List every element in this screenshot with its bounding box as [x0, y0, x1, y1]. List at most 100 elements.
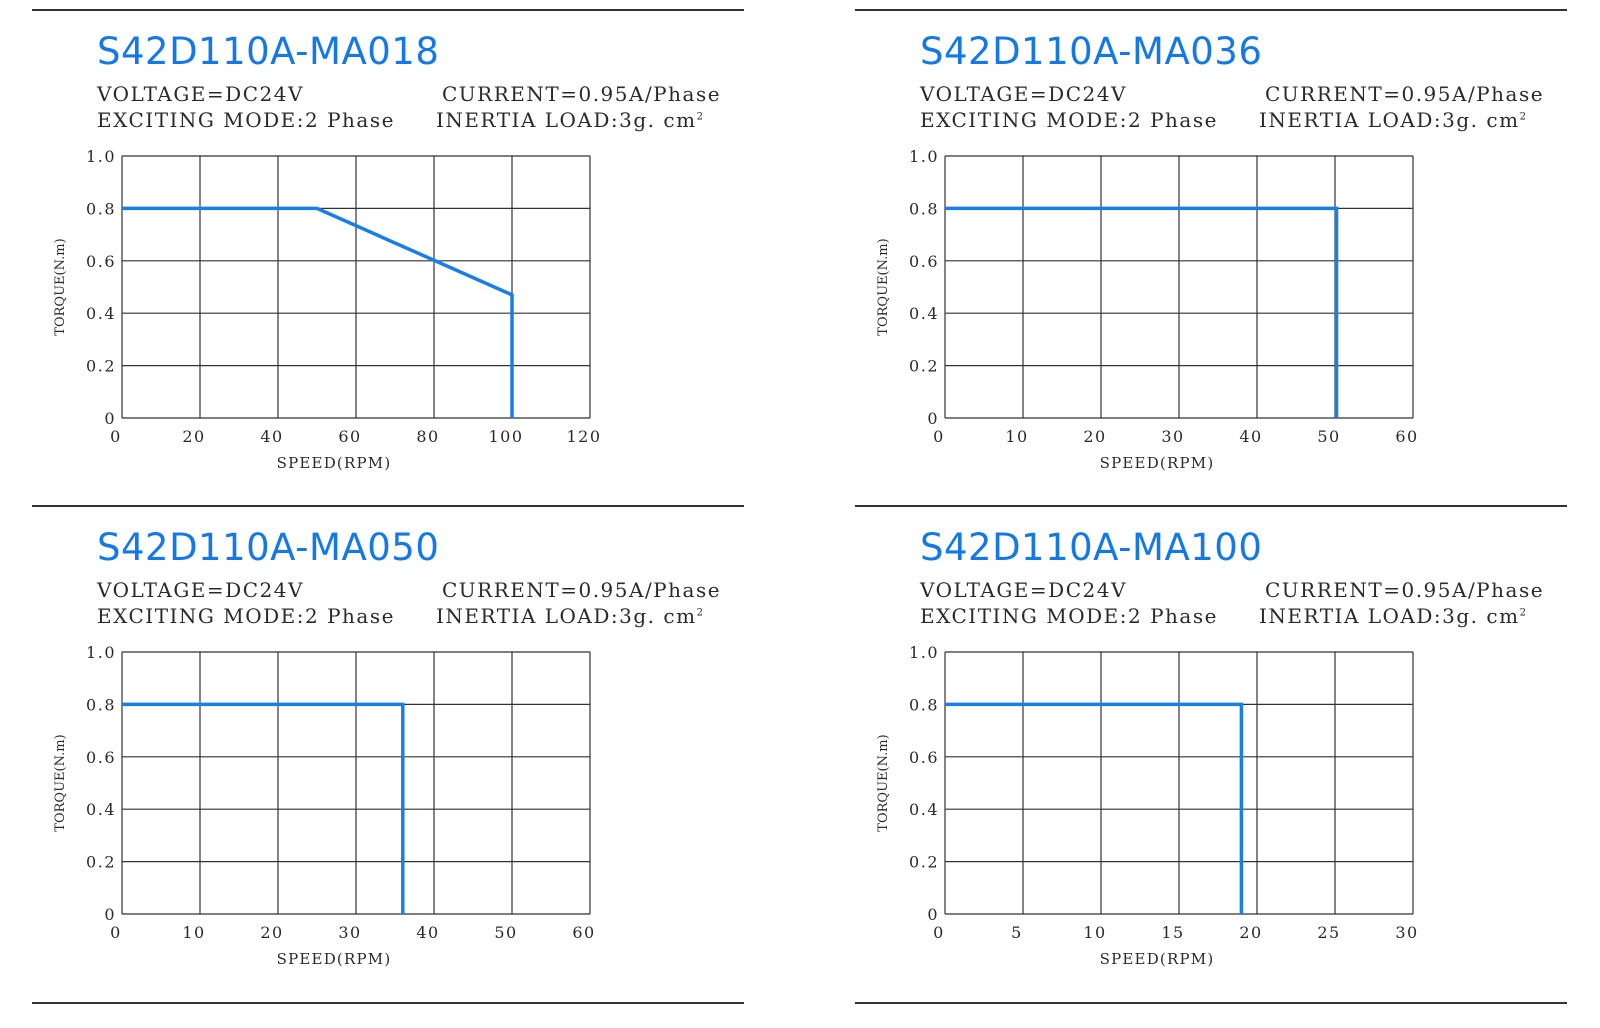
- y-tick-label: 0.8: [909, 695, 939, 714]
- inertia-load-superscript: 2: [1519, 607, 1528, 619]
- y-tick-label: 0: [104, 905, 116, 924]
- current-spec: CURRENT=0.95A/Phase: [1265, 82, 1545, 106]
- current-spec: CURRENT=0.95A/Phase: [442, 82, 722, 106]
- inertia-load-spec: INERTIA LOAD:3g. cm2: [1259, 604, 1527, 628]
- x-tick-label: 20: [182, 427, 205, 446]
- y-tick-label: 0.8: [86, 695, 116, 714]
- x-tick-label: 0: [933, 427, 945, 446]
- torque-curve-line: [122, 206, 514, 418]
- inertia-load-text: INERTIA LOAD:3g. cm: [436, 108, 697, 132]
- x-tick-label: 0: [110, 923, 122, 942]
- x-tick-label: 10: [1005, 427, 1028, 446]
- model-title: S42D110A-MA100: [920, 526, 1263, 569]
- torque-curve-line: [122, 702, 405, 914]
- x-tick-label: 60: [338, 427, 361, 446]
- y-tick-label: 0.2: [909, 357, 939, 376]
- chart-panel-ma036: S42D110A-MA036 VOLTAGE=DC24V CURRENT=0.9…: [855, 20, 1600, 490]
- chart-panel-ma050: S42D110A-MA050 VOLTAGE=DC24V CURRENT=0.9…: [32, 516, 792, 986]
- torque-speed-chart: 0 5 10 15 20 25 30 0 0.2 0.4 0.6 0.8 1.0 SPEED(RPM) TO…: [876, 646, 1418, 968]
- y-tick-label: 0: [104, 409, 116, 428]
- voltage-spec: VOLTAGE=DC24V: [920, 82, 1127, 106]
- y-axis-label: TORQUE(N.m): [876, 734, 891, 831]
- y-axis-label: TORQUE(N.m): [876, 238, 891, 335]
- y-tick-label: 0.4: [86, 800, 116, 819]
- y-tick-label: 1.0: [909, 150, 939, 166]
- y-tick-label: 0.4: [909, 800, 939, 819]
- x-tick-label: 5: [1011, 923, 1023, 942]
- x-tick-label: 20: [260, 923, 283, 942]
- x-tick-label: 30: [1161, 427, 1184, 446]
- y-tick-label: 0.4: [909, 304, 939, 323]
- y-tick-label: 0.4: [86, 304, 116, 323]
- x-tick-label: 80: [416, 427, 439, 446]
- exciting-mode-spec: EXCITING MODE:2 Phase: [97, 604, 395, 628]
- inertia-load-spec: INERTIA LOAD:3g. cm2: [436, 604, 704, 628]
- voltage-spec: VOLTAGE=DC24V: [97, 578, 304, 602]
- exciting-mode-spec: EXCITING MODE:2 Phase: [920, 108, 1218, 132]
- separator-rule: [855, 9, 1567, 11]
- separator-rule: [855, 1002, 1567, 1004]
- x-tick-label: 120: [566, 427, 601, 446]
- torque-curve-line: [945, 206, 1339, 418]
- current-spec: CURRENT=0.95A/Phase: [1265, 578, 1545, 602]
- x-tick-label: 40: [260, 427, 283, 446]
- x-tick-label: 10: [182, 923, 205, 942]
- y-tick-label: 0.6: [86, 748, 116, 767]
- x-tick-label: 50: [1317, 427, 1340, 446]
- x-tick-label: 15: [1161, 923, 1184, 942]
- exciting-mode-spec: EXCITING MODE:2 Phase: [97, 108, 395, 132]
- y-tick-label: 0.2: [86, 853, 116, 872]
- y-axis-label: TORQUE(N.m): [53, 734, 68, 831]
- inertia-load-spec: INERTIA LOAD:3g. cm2: [436, 108, 704, 132]
- inertia-load-superscript: 2: [696, 607, 705, 619]
- x-tick-label: 60: [572, 923, 595, 942]
- exciting-mode-spec: EXCITING MODE:2 Phase: [920, 604, 1218, 628]
- y-tick-label: 0.8: [909, 199, 939, 218]
- torque-curve-line: [945, 702, 1244, 914]
- y-axis-label: TORQUE(N.m): [53, 238, 68, 335]
- torque-speed-chart: 0 20 40 60 80 100 120 0 0.2 0.4 0.6 0.8 1.0 SPEED(RPM…: [53, 150, 601, 472]
- x-tick-label: 25: [1317, 923, 1340, 942]
- model-title: S42D110A-MA018: [97, 30, 440, 73]
- x-tick-label: 10: [1083, 923, 1106, 942]
- y-tick-label: 0.8: [86, 199, 116, 218]
- y-tick-label: 0.2: [909, 853, 939, 872]
- x-axis-label: SPEED(RPM): [277, 454, 392, 472]
- x-tick-label: 20: [1239, 923, 1262, 942]
- x-tick-label: 40: [1239, 427, 1262, 446]
- torque-speed-chart: 0 10 20 30 40 50 60 0 0.2 0.4 0.6 0.8 1.0 SPEED(RPM) T…: [53, 646, 595, 968]
- voltage-spec: VOLTAGE=DC24V: [920, 578, 1127, 602]
- inertia-load-superscript: 2: [696, 111, 705, 123]
- y-tick-label: 0.6: [86, 252, 116, 271]
- y-tick-label: 0.6: [909, 748, 939, 767]
- voltage-spec: VOLTAGE=DC24V: [97, 82, 304, 106]
- x-axis-label: SPEED(RPM): [277, 950, 392, 968]
- model-title: S42D110A-MA036: [920, 30, 1263, 73]
- x-tick-label: 50: [494, 923, 517, 942]
- separator-rule: [855, 505, 1567, 507]
- current-spec: CURRENT=0.95A/Phase: [442, 578, 722, 602]
- x-tick-label: 60: [1395, 427, 1418, 446]
- model-title: S42D110A-MA050: [97, 526, 440, 569]
- inertia-load-text: INERTIA LOAD:3g. cm: [1259, 108, 1520, 132]
- chart-panel-ma100: S42D110A-MA100 VOLTAGE=DC24V CURRENT=0.9…: [855, 516, 1600, 986]
- x-tick-label: 40: [416, 923, 439, 942]
- x-tick-label: 100: [488, 427, 523, 446]
- y-tick-label: 0.6: [909, 252, 939, 271]
- separator-rule: [32, 1002, 744, 1004]
- x-tick-label: 30: [1395, 923, 1418, 942]
- x-tick-label: 30: [338, 923, 361, 942]
- separator-rule: [32, 9, 744, 11]
- x-axis-label: SPEED(RPM): [1100, 950, 1215, 968]
- inertia-load-text: INERTIA LOAD:3g. cm: [1259, 604, 1520, 628]
- y-tick-label: 0: [927, 905, 939, 924]
- inertia-load-superscript: 2: [1519, 111, 1528, 123]
- y-tick-label: 1.0: [86, 646, 116, 662]
- torque-speed-chart: 0 10 20 30 40 50 60 0 0.2 0.4 0.6 0.8 1.0 SPEED(RPM) T…: [876, 150, 1418, 472]
- x-tick-label: 0: [933, 923, 945, 942]
- y-tick-label: 1.0: [909, 646, 939, 662]
- y-tick-label: 1.0: [86, 150, 116, 166]
- x-axis-label: SPEED(RPM): [1100, 454, 1215, 472]
- chart-panel-ma018: S42D110A-MA018 VOLTAGE=DC24V CURRENT=0.9…: [32, 20, 792, 490]
- inertia-load-text: INERTIA LOAD:3g. cm: [436, 604, 697, 628]
